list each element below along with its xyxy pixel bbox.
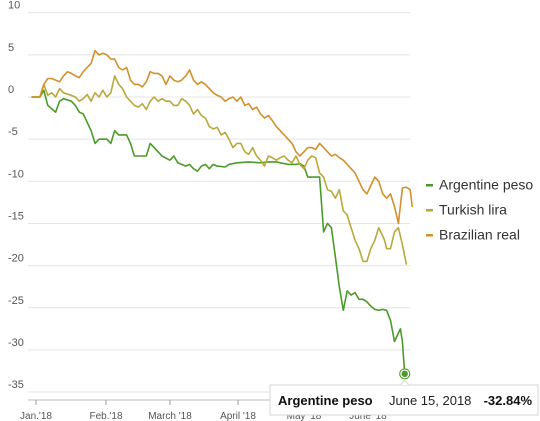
x-tick-label: Jan.'18: [20, 411, 52, 421]
series-lines: [31, 49, 413, 375]
y-axis: 10 5 0 -5 -10 -15 -20 -25 -30 -35: [8, 0, 24, 391]
legend-swatch: [426, 184, 433, 187]
y-tick-label: -25: [8, 295, 24, 307]
legend-swatch: [426, 209, 433, 212]
legend-label: Turkish lira: [439, 202, 507, 218]
x-tick-label: Feb.'18: [89, 411, 122, 421]
x-tick-label: May '18: [287, 411, 322, 421]
highlight-marker[interactable]: [399, 368, 411, 380]
y-tick-label: -15: [8, 210, 24, 222]
y-tick-label: -10: [8, 168, 24, 180]
tooltip-box: [269, 384, 539, 416]
tooltip-series-name: Argentine peso: [278, 393, 373, 408]
legend-label: Brazilian real: [439, 227, 520, 243]
y-tick-label: -35: [8, 379, 24, 391]
y-tick-label: 5: [8, 42, 14, 54]
x-tick-label: June '18: [349, 411, 387, 421]
legend: Argentine peso Turkish lira Brazilian real: [426, 177, 533, 243]
legend-swatch: [426, 234, 433, 237]
y-tick-label: 10: [8, 0, 20, 12]
x-tick-label: April '18: [220, 411, 256, 421]
y-tick-label: 0: [8, 84, 14, 96]
tooltip: Argentine peso June 15, 2018 -32.84%: [269, 379, 539, 416]
tooltip-date: June 15, 2018: [389, 393, 471, 408]
legend-label: Argentine peso: [439, 177, 533, 193]
series-line-brazilian-real: [31, 49, 413, 225]
series-line-turkish-lira: [31, 75, 408, 265]
tooltip-pointer: [400, 379, 410, 386]
series-line-argentine-peso: [31, 89, 406, 375]
highlight-point[interactable]: [401, 370, 408, 378]
y-tick-label: -30: [8, 337, 24, 349]
tooltip-value: -32.84%: [484, 393, 533, 408]
x-tick-label: March '18: [148, 411, 192, 421]
x-axis: Jan.'18 Feb.'18 March '18 April '18 May '18 J…: [20, 399, 410, 421]
y-tick-label: -5: [8, 126, 18, 138]
y-tick-label: -20: [8, 253, 24, 265]
